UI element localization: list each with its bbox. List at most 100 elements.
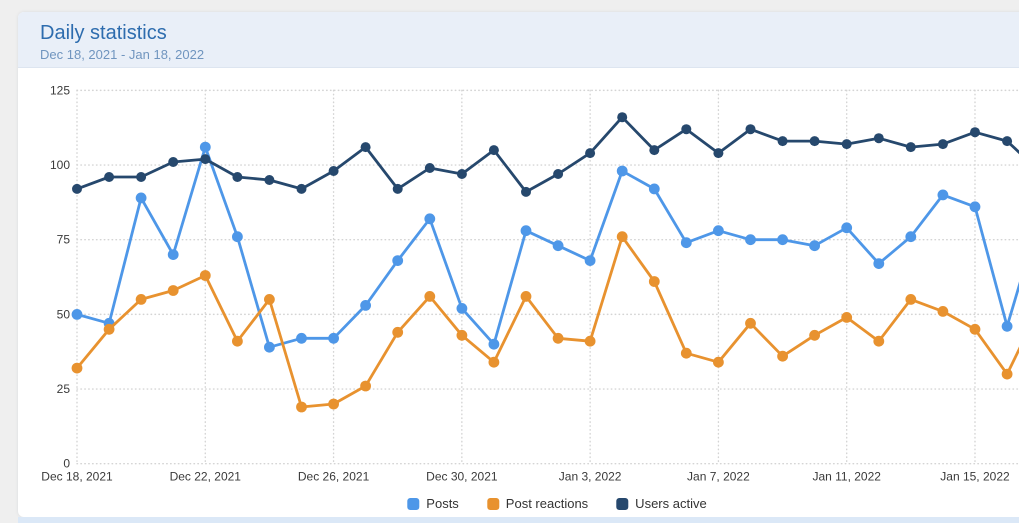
data-point bbox=[680, 347, 692, 359]
data-point bbox=[937, 189, 949, 201]
data-point bbox=[264, 341, 275, 353]
x-tick-label: Jan 11, 2022 bbox=[812, 470, 881, 484]
x-tick-label: Jan 3, 2022 bbox=[559, 470, 622, 484]
legend-swatch-icon bbox=[616, 497, 629, 510]
data-point bbox=[424, 163, 435, 173]
data-point bbox=[103, 323, 115, 335]
series-line bbox=[75, 145, 1019, 349]
page-title: Daily statistics bbox=[40, 22, 167, 44]
data-point bbox=[841, 312, 853, 323]
y-tick-label: 0 bbox=[63, 457, 70, 471]
data-point bbox=[360, 380, 371, 392]
data-point bbox=[648, 276, 660, 287]
data-point bbox=[135, 294, 147, 305]
data-point bbox=[777, 136, 788, 147]
data-point bbox=[232, 172, 243, 182]
y-tick-label: 100 bbox=[50, 158, 70, 172]
data-point bbox=[488, 145, 499, 156]
data-point bbox=[552, 332, 564, 344]
data-point bbox=[937, 306, 949, 317]
data-point bbox=[167, 285, 179, 296]
data-point bbox=[713, 225, 724, 237]
data-point bbox=[1001, 320, 1013, 332]
legend-label: Post reactions bbox=[505, 496, 589, 511]
x-tick-label: Dec 22, 2021 bbox=[170, 470, 242, 484]
data-point bbox=[873, 258, 885, 269]
data-point bbox=[392, 326, 404, 338]
data-point bbox=[680, 237, 692, 249]
data-point bbox=[200, 154, 211, 165]
data-point bbox=[232, 231, 243, 243]
card-header: Daily statistics Dec 18, 2021 - Jan 18, … bbox=[18, 12, 1019, 68]
data-point bbox=[328, 166, 339, 176]
data-point bbox=[136, 172, 147, 182]
data-point bbox=[553, 169, 564, 179]
data-point bbox=[713, 356, 724, 368]
data-point bbox=[296, 401, 307, 413]
data-point bbox=[456, 169, 467, 179]
data-point bbox=[456, 303, 468, 314]
data-point bbox=[777, 234, 788, 246]
data-point bbox=[905, 142, 916, 153]
data-point bbox=[809, 329, 820, 341]
data-point bbox=[456, 329, 468, 341]
y-tick-label: 75 bbox=[57, 233, 71, 247]
data-point bbox=[521, 186, 531, 197]
legend-item-posts[interactable]: Posts bbox=[407, 496, 459, 511]
data-point bbox=[969, 323, 981, 335]
x-tick-label: Jan 15, 2022 bbox=[940, 470, 1010, 484]
data-point bbox=[841, 222, 853, 234]
x-tick-label: Dec 18, 2021 bbox=[41, 470, 113, 484]
data-point bbox=[296, 332, 307, 344]
y-tick-label: 50 bbox=[57, 307, 71, 321]
data-point bbox=[232, 335, 243, 347]
data-point bbox=[616, 231, 628, 243]
data-point bbox=[392, 183, 403, 194]
data-point bbox=[745, 234, 756, 246]
below-card-strip bbox=[18, 517, 1019, 523]
data-point bbox=[970, 127, 980, 138]
data-point bbox=[649, 145, 660, 156]
data-point bbox=[616, 165, 628, 177]
data-point bbox=[713, 148, 724, 159]
data-point bbox=[199, 270, 211, 281]
data-point bbox=[1001, 368, 1013, 380]
data-point bbox=[264, 175, 275, 185]
data-point bbox=[328, 398, 339, 410]
data-point bbox=[873, 133, 884, 144]
line-chart: 0 25 50 75 100 125 Dec 18, 2021 Dec 22, 2021 Dec… bbox=[41, 83, 1019, 484]
date-range-subtitle: Dec 18, 2021 - Jan 18, 2022 bbox=[40, 47, 205, 62]
data-point bbox=[167, 249, 179, 260]
data-point bbox=[488, 356, 500, 368]
data-point bbox=[168, 157, 179, 167]
data-point bbox=[71, 309, 83, 320]
data-point bbox=[809, 136, 820, 147]
chart-legend: Posts Post reactions Users active bbox=[407, 496, 707, 511]
x-tick-label: Dec 26, 2021 bbox=[298, 470, 370, 484]
data-point bbox=[135, 192, 147, 204]
legend-item-post-reactions[interactable]: Post reactions bbox=[486, 496, 589, 511]
legend-swatch-icon bbox=[486, 497, 499, 510]
legend-label: Posts bbox=[426, 496, 459, 511]
legend-swatch-icon bbox=[407, 497, 420, 510]
daily-statistics-card: Daily statistics Dec 18, 2021 - Jan 18, … bbox=[18, 12, 1019, 517]
legend-item-users-active[interactable]: Users active bbox=[616, 496, 707, 511]
data-point bbox=[777, 350, 788, 362]
data-point bbox=[199, 141, 211, 153]
data-point bbox=[1002, 136, 1013, 147]
data-point bbox=[71, 362, 83, 374]
data-point bbox=[552, 240, 564, 252]
series-users-active bbox=[72, 112, 1019, 197]
data-point bbox=[360, 300, 371, 311]
data-point bbox=[488, 338, 500, 350]
data-point bbox=[905, 231, 917, 243]
data-point bbox=[72, 183, 82, 194]
data-point bbox=[969, 201, 981, 213]
data-point bbox=[745, 317, 756, 329]
data-point bbox=[392, 255, 404, 266]
data-point bbox=[745, 124, 756, 135]
data-point bbox=[648, 183, 660, 195]
data-point bbox=[809, 240, 820, 252]
data-point bbox=[584, 335, 596, 347]
data-point bbox=[905, 294, 917, 305]
